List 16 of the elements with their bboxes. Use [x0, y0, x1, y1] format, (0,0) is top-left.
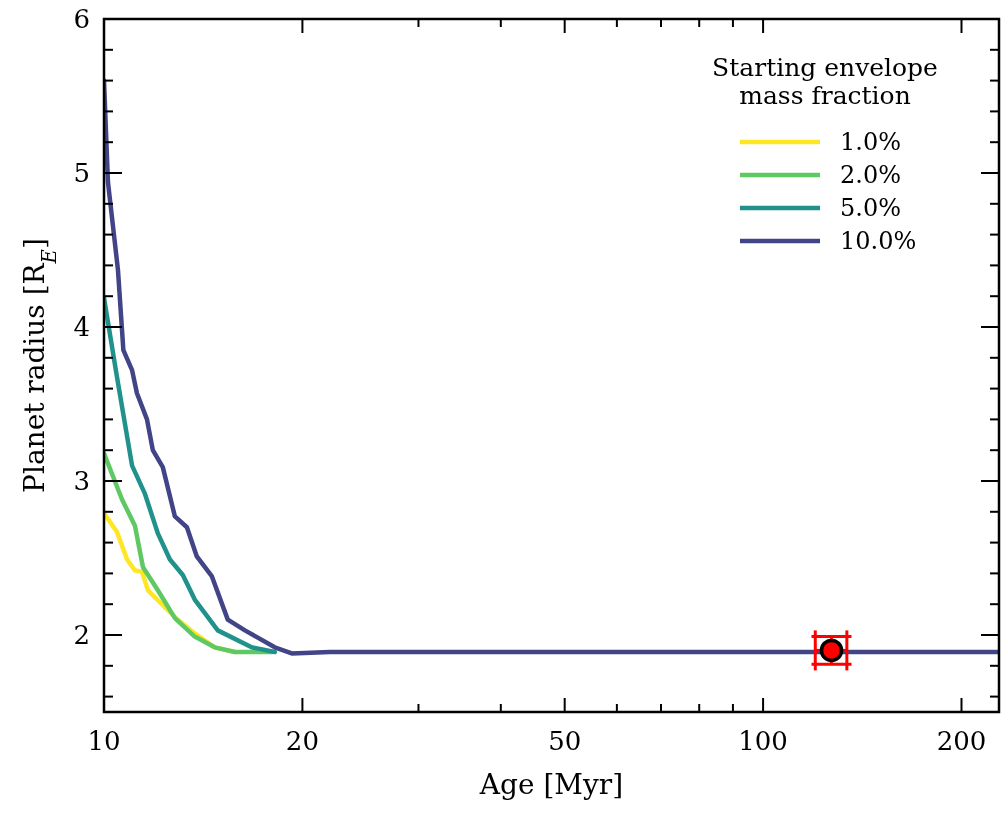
x-tick-label: 10 — [87, 726, 121, 756]
x-axis-title: Age [Myr] — [478, 768, 624, 801]
y-tick-label: 4 — [73, 312, 90, 342]
x-tick-label: 100 — [738, 726, 788, 756]
x-tick-label: 200 — [936, 726, 987, 756]
y-tick-label: 3 — [73, 466, 90, 496]
x-tick-label: 50 — [548, 726, 582, 756]
legend-label: 5.0% — [840, 194, 901, 222]
legend-label: 10.0% — [840, 227, 917, 255]
x-tick-label: 20 — [285, 726, 319, 756]
y-tick-label: 2 — [73, 620, 90, 650]
y-tick-label: 5 — [73, 158, 90, 188]
legend-title: Starting envelope mass fraction — [712, 53, 938, 110]
legend-label: 2.0% — [840, 161, 901, 189]
legend-label: 1.0% — [840, 128, 901, 156]
y-tick-label: 6 — [73, 4, 90, 34]
